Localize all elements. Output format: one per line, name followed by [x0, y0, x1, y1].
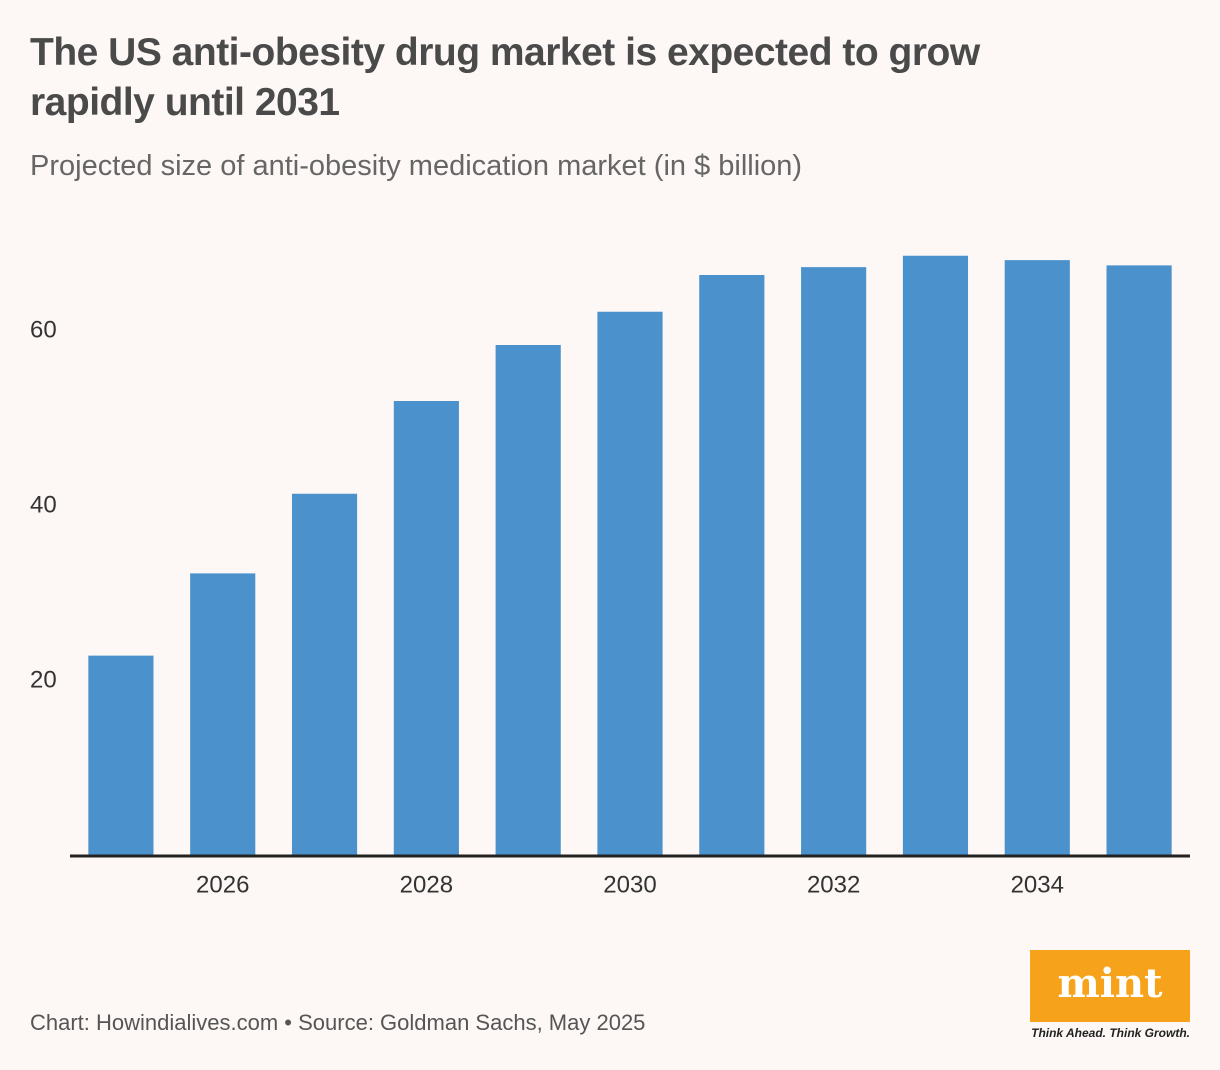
x-tick-label: 2030 — [603, 871, 656, 898]
bar — [393, 401, 459, 856]
y-tick-label: 60 — [30, 316, 57, 343]
bar — [495, 345, 561, 856]
bar — [1004, 260, 1070, 856]
y-tick-label: 20 — [30, 666, 57, 693]
bar — [190, 573, 256, 856]
bar — [597, 311, 663, 856]
footer: Chart: Howindialives.com • Source: Goldm… — [30, 1010, 646, 1035]
tagline: Think Ahead. Think Growth. — [1031, 1026, 1190, 1040]
logo: mint — [1030, 950, 1190, 1022]
bar — [1106, 265, 1172, 856]
bar — [699, 275, 765, 856]
x-tick-label: 2028 — [400, 871, 453, 898]
y-tick-label: 40 — [30, 491, 57, 518]
chart-title: The US anti-obesity drug market is expec… — [30, 31, 980, 124]
x-tick-label: 2032 — [807, 871, 860, 898]
bar — [88, 655, 154, 856]
x-tick-label: 2026 — [196, 871, 249, 898]
x-tick-label: 2034 — [1011, 871, 1064, 898]
chart-subtitle: Projected size of anti-obesity medicatio… — [30, 150, 803, 182]
bar — [902, 255, 969, 856]
bar — [801, 267, 867, 856]
bar — [291, 493, 358, 856]
chart: 20 40 60 2026 2028 2030 2032 2034 — [30, 255, 1190, 898]
